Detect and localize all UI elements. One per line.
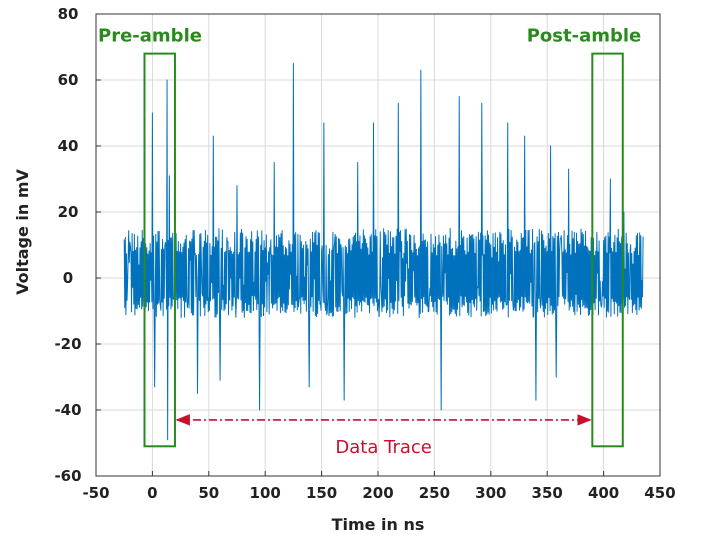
x-tick-label: 350 [532, 484, 563, 502]
preamble-label: Pre-amble [98, 26, 202, 47]
postamble-box [591, 52, 624, 448]
plot-frame [95, 13, 661, 477]
x-tick-label: 300 [475, 484, 506, 502]
x-tick-label: 100 [250, 484, 281, 502]
y-tick-label: 60 [58, 71, 79, 89]
y-tick-labels: -60 -40 -20 0 20 40 60 80 [54, 5, 81, 485]
y-tick-label: 0 [63, 269, 73, 287]
x-tick-label: 400 [588, 484, 619, 502]
y-tick-label: 40 [58, 137, 79, 155]
x-tick-label: 150 [306, 484, 337, 502]
x-tick-label: 50 [198, 484, 219, 502]
x-tick-label: 200 [362, 484, 393, 502]
x-tick-label: 450 [644, 484, 675, 502]
annotations: Pre-amble Post-amble Data Trace [98, 26, 641, 458]
x-tick-label: -50 [82, 484, 109, 502]
y-tick-label: -60 [54, 467, 81, 485]
y-tick-label: 80 [58, 5, 79, 23]
x-axis-label: Time in ns [332, 515, 425, 534]
signal-trace-line [123, 63, 644, 441]
series-layer [123, 63, 644, 441]
y-axis-label: Voltage in mV [13, 168, 32, 294]
x-tick-label: 250 [419, 484, 450, 502]
y-tick-label: -40 [54, 401, 81, 419]
x-tick-label: 0 [147, 484, 157, 502]
x-tick-labels: -50 0 50 100 150 200 250 300 350 400 450 [82, 484, 675, 502]
y-tick-label: -20 [54, 335, 81, 353]
data-trace-label: Data Trace [335, 437, 431, 458]
postamble-label: Post-amble [527, 26, 642, 47]
y-tick-label: 20 [58, 203, 79, 221]
preamble-box [143, 52, 176, 448]
